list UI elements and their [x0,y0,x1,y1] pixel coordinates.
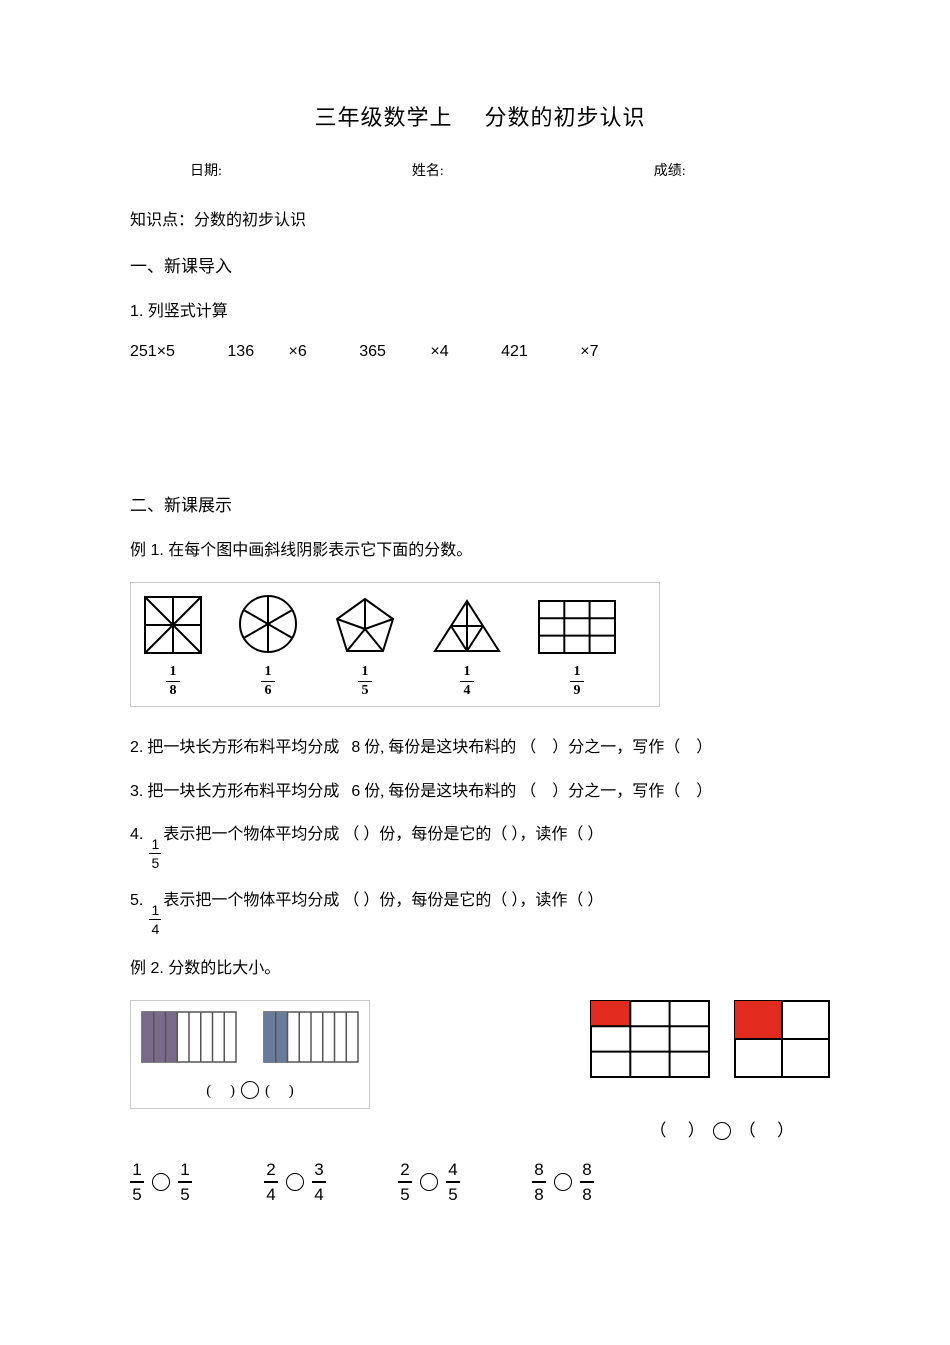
bars-right-icon [263,1011,359,1063]
shape-square-eighths: 18 [143,595,203,698]
fraction-q5: 14 [149,903,161,936]
triangle-icon [431,597,503,655]
circle-icon [713,1122,731,1140]
grid-icon [537,599,617,655]
mult-b1: 136 [227,343,254,360]
fraction-1-8: 18 [166,665,180,698]
bars-left-icon [141,1011,237,1063]
shape-circle-sixths: 16 [237,593,299,698]
section-1-heading: 一、新课导入 [130,252,830,277]
pentagon-icon [333,595,397,655]
fraction-compare-row: 15 15 24 34 25 45 88 88 [130,1161,830,1203]
grid-3x3-icon [590,1000,710,1078]
fraction-1-5: 15 [358,665,372,698]
paren-compare-right: （ ）（ ） [590,1116,794,1141]
question-5: 5. 14表示把一个物体平均分成 （ ）份，每份是它的（ ），读作（ ） [130,888,830,936]
square-icon [143,595,203,655]
frac-pair-1: 15 15 [130,1161,192,1203]
meta-row: 日期: 姓名: 成绩: [130,160,830,180]
example-1-heading: 例 1. 在每个图中画斜线阴影表示它下面的分数。 [130,536,830,560]
shape-pentagon-fifths: 15 [333,595,397,698]
question-4: 4. 15表示把一个物体平均分成 （ ）份，每份是它的（ ），读作（ ） [130,822,830,870]
mult-d1: 421 [501,343,528,360]
meta-name: 姓名: [412,160,444,180]
circle-icon [152,1173,170,1191]
paren-compare-left: ( )( ) [141,1081,359,1100]
knowledge-point: 知识点：分数的初步认识 [130,206,830,230]
compare-left-box: ( )( ) [130,1000,370,1109]
compare-left: ( )( ) [130,1000,370,1109]
example-2-heading: 例 2. 分数的比大小。 [130,954,830,978]
shape-grid-ninths: 19 [537,599,617,698]
meta-date: 日期: [190,160,222,180]
frac-pair-2: 24 34 [264,1161,326,1203]
q1-heading: 1. 列竖式计算 [130,297,830,321]
page-title: 三年级数学上 分数的初步认识 [130,100,830,132]
circle-icon [554,1173,572,1191]
shape-triangle-fourths: 14 [431,597,503,698]
frac-pair-4: 88 88 [532,1161,594,1203]
title-left: 三年级数学上 [314,105,452,130]
circle-icon [420,1173,438,1191]
mult-d2: ×7 [580,343,598,360]
grids-right [590,1000,830,1078]
question-2: 2. 把一块长方形布料平均分成 8 份, 每份是这块布料的 （ ）分之一，写作（… [130,735,830,761]
title-right: 分数的初步认识 [485,105,646,130]
circle-icon [286,1173,304,1191]
fraction-1-9: 19 [570,665,584,698]
mult-b2: ×6 [289,343,307,360]
fraction-1-4: 14 [460,665,474,698]
mult-c1: 365 [359,343,386,360]
example-1-shapes: 18 16 [130,582,660,707]
frac-pair-3: 25 45 [398,1161,460,1203]
fraction-1-6: 16 [261,665,275,698]
fraction-q4: 15 [149,837,161,870]
mult-a: 251×5 [130,343,175,360]
multiplication-row: 251×5 136 ×6 365 ×4 421 ×7 [130,343,830,361]
compare-section: ( )( ) [130,1000,830,1141]
meta-score: 成绩: [654,160,686,180]
circle-icon [241,1081,259,1099]
mult-c2: ×4 [430,343,448,360]
grid-2x2-icon [734,1000,830,1078]
compare-right: （ ）（ ） [590,1000,830,1141]
circle-icon [237,593,299,655]
section-2-heading: 二、新课展示 [130,491,830,516]
page: 三年级数学上 分数的初步认识 日期: 姓名: 成绩: 知识点：分数的初步认识 一、… [0,0,950,1263]
question-3: 3. 把一块长方形布料平均分成 6 份, 每份是这块布料的 （ ）分之一，写作（… [130,779,830,805]
